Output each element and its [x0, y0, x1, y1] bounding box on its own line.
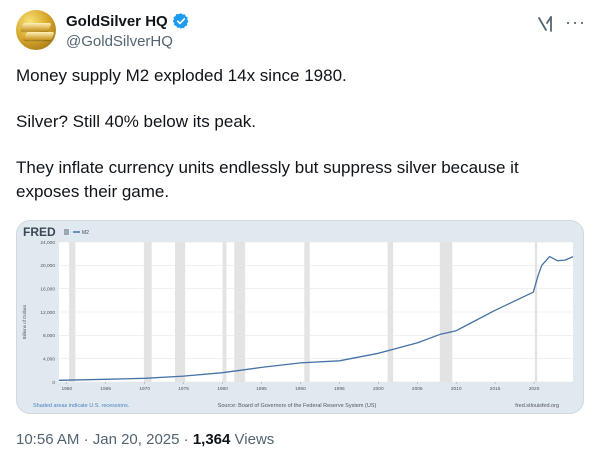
views-count: 1,364	[192, 431, 231, 448]
display-name-text: GoldSilver HQ	[66, 12, 168, 30]
y-tick-label-1: 4,000	[43, 356, 55, 362]
recession-footnote: Shaded areas indicate U.S. recessions.	[33, 403, 130, 409]
post-date[interactable]: Jan 20, 2025	[92, 431, 180, 448]
m2-series-line	[58, 255, 574, 381]
tweet-line-3: They inflate currency units endlessly bu…	[16, 158, 519, 201]
meta-separator-2: ·	[183, 431, 189, 448]
chart-image[interactable]: FRED M2 0 4,000 8,000 12,000 16,000 20,000 24,…	[16, 220, 584, 414]
display-name[interactable]: GoldSilver HQ	[66, 12, 190, 30]
x-tick-label-7: 1995	[334, 386, 345, 392]
legend-label: M2	[82, 230, 89, 236]
chart-source: Source: Board of Governors of the Federa…	[218, 403, 377, 409]
y-axis-label: Billions of Dollars	[22, 304, 27, 339]
avatar[interactable]	[16, 10, 56, 50]
x-tick-label-10: 2010	[451, 386, 462, 392]
post-time[interactable]: 10:56 AM	[16, 431, 80, 448]
x-tick-label-12: 2020	[529, 386, 540, 392]
fred-logo-mark	[64, 229, 69, 235]
fred-logo: FRED	[23, 225, 56, 239]
verified-badge-icon	[172, 13, 189, 29]
x-tick-label-2: 1970	[139, 386, 150, 392]
y-tick-label-2: 8,000	[43, 333, 55, 339]
tweet-line-2: Silver? Still 40% below its peak.	[16, 112, 257, 131]
x-tick-label-1: 1965	[100, 386, 111, 392]
x-tick-label-9: 2005	[412, 386, 423, 392]
x-tick-label-3: 1975	[178, 386, 189, 392]
tweet-line-1: Money supply M2 exploded 14x since 1980.	[16, 66, 347, 85]
y-tick-label-4: 16,000	[40, 286, 55, 292]
x-tick-label-8: 2000	[373, 386, 384, 392]
y-tick-label-5: 20,000	[40, 263, 55, 269]
grok-icon[interactable]	[536, 14, 556, 34]
chart-site: fred.stlouisfed.org	[515, 403, 559, 409]
x-tick-label-4: 1980	[217, 386, 228, 392]
x-tick-label-0: 1960	[61, 386, 72, 392]
meta-separator: ·	[83, 431, 89, 448]
y-tick-label-3: 12,000	[40, 310, 55, 316]
m2-chart: FRED M2 0 4,000 8,000 12,000 16,000 20,000 24,…	[22, 225, 574, 409]
x-tick-label-11: 2015	[490, 386, 501, 392]
y-tick-label-6: 24,000	[40, 240, 55, 246]
x-tick-label-6: 1990	[295, 386, 306, 392]
tweet-text: Money supply M2 exploded 14x since 1980.…	[16, 64, 576, 204]
more-icon[interactable]: ···	[565, 12, 586, 32]
tweet-meta: 10:56 AM · Jan 20, 2025 · 1,364 Views	[16, 431, 274, 448]
views-label: Views	[234, 431, 275, 448]
y-tick-label-0: 0	[52, 380, 55, 386]
x-tick-label-5: 1985	[256, 386, 267, 392]
handle[interactable]: @GoldSilverHQ	[66, 33, 173, 50]
